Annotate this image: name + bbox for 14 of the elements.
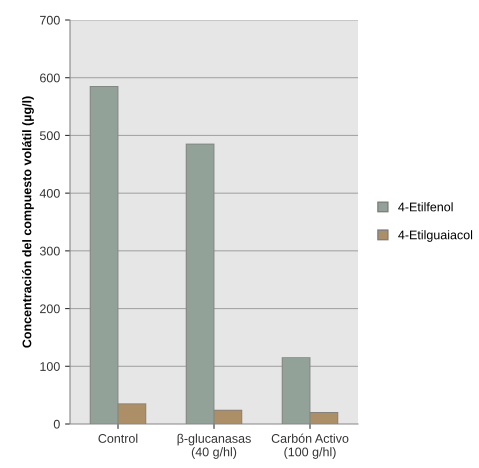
y-tick-label: 200 (40, 304, 60, 314)
legend-label: 4-Etilguaiacol (398, 230, 472, 242)
legend-label: 4-Etilfenol (398, 202, 453, 212)
y-tick-label: 0 (54, 420, 60, 429)
y-tick-label: 600 (40, 74, 60, 82)
y-tick-label: 500 (40, 131, 60, 140)
y-tick-label: 400 (40, 188, 60, 198)
y-tick-label: 100 (40, 362, 60, 371)
x-tick-label: β-glucanasas (40 g/hl) (178, 434, 251, 459)
y-tick-label: 300 (40, 246, 60, 256)
x-tick-label: Carbón Activo (100 g/hl) (272, 434, 348, 459)
x-tick-label: Control (98, 434, 138, 443)
y-axis-title: Concentración del compuesto volátil (µg/l) (22, 96, 34, 348)
y-tick-label: 700 (40, 16, 60, 25)
